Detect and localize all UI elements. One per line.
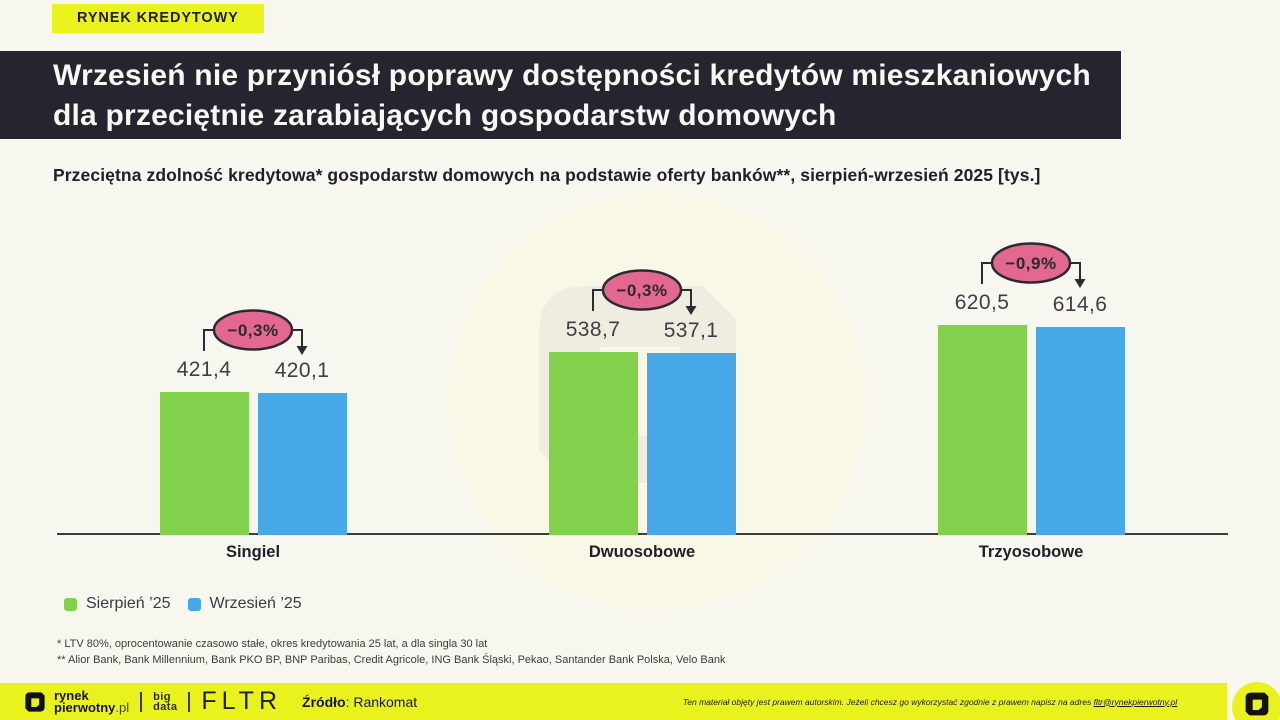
footnote-1: * LTV 80%, oprocentowanie czasowo stałe,… [57,638,488,650]
bar-dwuosobowe-sierpien [548,352,638,535]
bigdata-line-2: data [153,700,178,713]
chart-title: Przeciętna zdolność kredytowa* gospodars… [53,165,1041,185]
brand-line-2-suffix: .pl [115,699,130,715]
connector-line [592,289,692,311]
value-label-dwuosobowe-wrzesien: 537,1 [663,319,719,342]
source-note: Źródło: Rankomat [302,694,417,710]
value-label-dwuosobowe-sierpien: 538,7 [565,318,621,341]
footnotes: * LTV 80%, oprocentowanie czasowo stałe,… [57,637,726,668]
bar-singiel-sierpien [159,392,249,535]
bigdata-logo: big data [153,690,178,713]
value-label-trzyosobowe-sierpien: 620,5 [954,291,1010,314]
source-label: Źródło [302,693,346,710]
copyright-email-link[interactable]: fltr@rynekpierwotny.pl [1093,696,1178,707]
bar-trzyosobowe-wrzesien [1035,327,1125,535]
footer: rynek pierwotny.pl big data FLTR Źródło:… [0,683,1227,720]
category-badge: RYNEK KREDYTOWY [52,4,264,33]
title-line-2: dla przeciętnie zarabiających gospodarst… [53,99,837,132]
value-label-trzyosobowe-wrzesien: 614,6 [1052,293,1108,316]
bar-trzyosobowe-sierpien [937,325,1027,535]
bigdata-line-1: big [153,690,171,703]
value-label-singiel-sierpien: 421,4 [176,358,232,381]
fltr-logo: FLTR [201,687,283,715]
legend-swatch-blue [187,597,201,611]
corner-logo-icon [1245,692,1269,716]
copyright-note: Ten materiał objęty jest prawem autorski… [683,683,1177,720]
change-badge-label-trzyosobowe: −0,9% [1005,254,1056,273]
footer-divider-1 [140,691,143,712]
rynekpierwotny-wordmark: rynek pierwotny.pl [54,688,130,715]
footer-divider-2 [188,691,191,712]
change-badge-label-dwuosobowe: −0,3% [616,281,667,300]
legend-label-september: Wrzesień ’25 [209,595,302,612]
source-value: : Rankomat [345,693,418,710]
chart-legend: Sierpień ’25 Wrzesień ’25 [64,595,302,613]
footnote-2: ** Alior Bank, Bank Millennium, Bank PKO… [57,653,726,666]
copyright-text: Ten materiał objęty jest prawem autorski… [682,696,1094,707]
bar-dwuosobowe-wrzesien [646,353,736,535]
change-badge-label-singiel: −0,3% [227,321,278,340]
connector-line [203,329,303,351]
page-title: Wrzesień nie przyniósł poprawy dostępnoś… [0,51,1121,139]
legend-label-august: Sierpień ’25 [86,595,171,612]
value-label-singiel-wrzesien: 420,1 [274,359,330,382]
change-badge-singiel [212,309,294,351]
legend-item-september: Wrzesień ’25 [187,595,302,613]
arrow-down-icon [685,306,697,315]
title-line-1: Wrzesień nie przyniósł poprawy dostępnoś… [53,59,1091,92]
arrow-down-icon [296,346,308,355]
corner-logo-badge [1232,682,1280,720]
legend-item-august: Sierpień ’25 [64,595,171,613]
arrow-down-icon [1074,279,1086,288]
rynekpierwotny-logo-icon [25,691,45,712]
brand-line-1: rynek [54,688,89,703]
category-label-trzyosobowe: Trzyosobowe [978,543,1084,561]
change-badge-trzyosobowe [990,242,1072,284]
category-label-singiel: Singiel [225,543,281,561]
connector-line [981,262,1081,284]
x-axis-line [57,533,1228,535]
brand-line-2: pierwotny [54,699,116,715]
legend-swatch-green [64,597,77,611]
category-label-dwuosobowe: Dwuosobowe [588,543,696,561]
change-badge-dwuosobowe [601,269,683,311]
bar-singiel-wrzesien [257,393,347,535]
